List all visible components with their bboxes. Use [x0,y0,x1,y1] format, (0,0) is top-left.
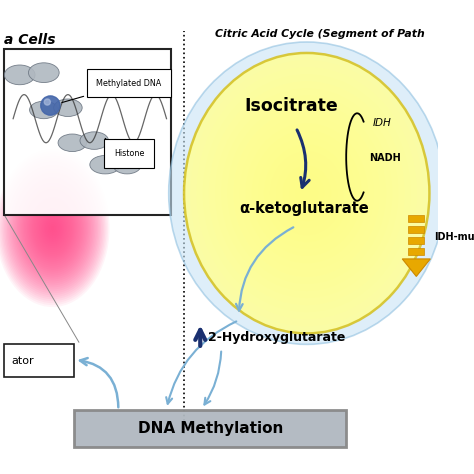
FancyBboxPatch shape [74,410,346,447]
Ellipse shape [48,222,57,234]
Ellipse shape [18,181,87,275]
Ellipse shape [38,209,67,248]
Ellipse shape [270,151,344,235]
Ellipse shape [6,163,100,293]
Text: Isocitrate: Isocitrate [245,97,338,115]
Polygon shape [402,259,430,276]
Ellipse shape [239,116,374,270]
Circle shape [44,99,50,105]
Ellipse shape [58,134,87,152]
Text: IDH-mu: IDH-mu [434,232,474,242]
Ellipse shape [9,167,97,289]
Ellipse shape [252,130,362,256]
Ellipse shape [202,74,411,312]
Ellipse shape [47,220,58,236]
Ellipse shape [43,214,63,242]
FancyBboxPatch shape [409,226,424,233]
Text: Methylated DNA: Methylated DNA [62,79,162,102]
Ellipse shape [36,205,70,252]
Ellipse shape [0,151,108,305]
Ellipse shape [24,189,81,268]
Ellipse shape [34,202,71,254]
Ellipse shape [17,179,88,278]
Ellipse shape [26,191,80,266]
Text: α-ketoglutarate: α-ketoglutarate [240,201,369,216]
Ellipse shape [264,144,350,242]
Ellipse shape [37,207,68,250]
Text: DNA Methylation: DNA Methylation [137,421,283,436]
Ellipse shape [233,109,380,277]
Ellipse shape [44,217,61,240]
Ellipse shape [4,65,35,85]
Ellipse shape [113,155,141,174]
Text: Citric Acid Cycle (Segment of Path: Citric Acid Cycle (Segment of Path [215,29,425,39]
Ellipse shape [41,212,64,244]
Ellipse shape [0,149,109,307]
FancyBboxPatch shape [409,248,424,255]
FancyBboxPatch shape [409,215,424,222]
Text: ator: ator [11,356,34,366]
Ellipse shape [288,172,325,214]
Ellipse shape [20,183,85,273]
Ellipse shape [46,219,60,238]
Ellipse shape [29,101,58,118]
Ellipse shape [282,165,331,221]
Ellipse shape [4,161,101,295]
Ellipse shape [11,171,94,285]
Ellipse shape [3,159,102,297]
Ellipse shape [190,60,423,327]
Ellipse shape [80,132,109,149]
Ellipse shape [294,179,319,207]
Text: a Cells: a Cells [4,33,56,47]
FancyBboxPatch shape [4,48,171,215]
Ellipse shape [184,53,429,333]
Ellipse shape [209,81,405,305]
FancyBboxPatch shape [4,345,74,377]
Ellipse shape [16,177,90,280]
Ellipse shape [54,99,82,117]
Text: 2-Hydroxyglutarate: 2-Hydroxyglutarate [208,331,346,344]
Ellipse shape [28,63,59,82]
FancyBboxPatch shape [409,237,424,244]
Ellipse shape [7,165,98,292]
Ellipse shape [21,185,84,272]
Ellipse shape [246,123,368,263]
Ellipse shape [23,187,82,270]
Ellipse shape [14,175,91,282]
Ellipse shape [227,102,386,284]
Ellipse shape [51,226,54,230]
Ellipse shape [1,157,104,299]
Ellipse shape [196,67,417,319]
Ellipse shape [31,199,74,258]
Ellipse shape [169,42,445,345]
Ellipse shape [184,53,429,333]
Ellipse shape [28,195,77,262]
Text: Histone: Histone [105,138,144,158]
Text: IDH: IDH [373,118,391,128]
Ellipse shape [276,158,337,228]
Ellipse shape [90,155,120,174]
Ellipse shape [0,153,107,303]
Circle shape [41,96,60,115]
Ellipse shape [27,193,78,264]
Ellipse shape [50,224,55,232]
Ellipse shape [30,197,75,260]
Ellipse shape [10,169,95,287]
Ellipse shape [258,137,356,249]
Ellipse shape [215,88,399,298]
Ellipse shape [221,95,392,292]
Ellipse shape [13,173,92,283]
Ellipse shape [40,210,65,246]
Ellipse shape [0,155,105,301]
Ellipse shape [301,186,313,200]
Text: NADH: NADH [369,154,401,164]
Ellipse shape [33,201,73,256]
